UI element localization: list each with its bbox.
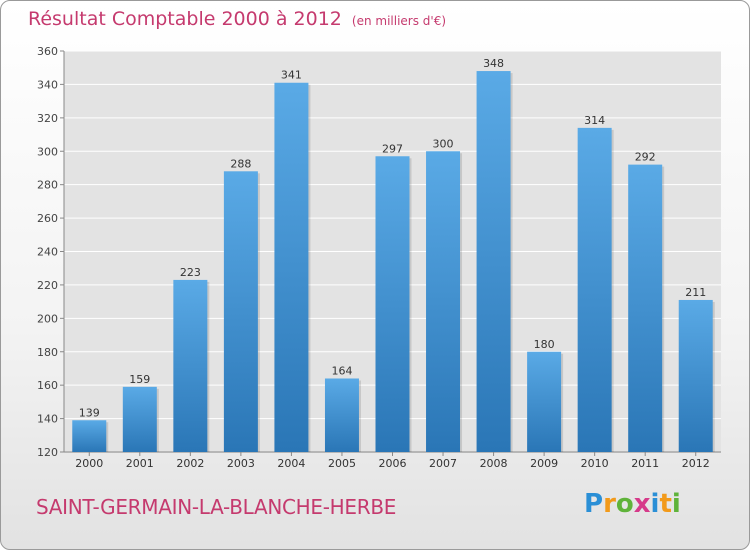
bar: [678, 299, 713, 452]
bar-chart: 120 140 160 180 200 220 240 260 280 300 320 340 360 1…: [37, 45, 721, 470]
logo-letter: P: [584, 489, 604, 519]
x-tick-label: 2003: [227, 457, 255, 470]
bar-value-label: 159: [129, 373, 150, 386]
chart-title-text: Résultat Comptable 2000 à 2012: [28, 8, 342, 30]
logo-letter: x: [633, 489, 651, 519]
logo-letter: i: [671, 489, 681, 519]
bar-value-label: 211: [685, 286, 706, 299]
x-tick-label: 2010: [581, 457, 609, 470]
x-tick-label: 2002: [176, 457, 204, 470]
bar-value-label: 292: [635, 151, 656, 164]
bar-value-label: 288: [230, 157, 251, 170]
bar: [324, 378, 359, 452]
x-tick-label: 2009: [530, 457, 558, 470]
bar: [274, 82, 309, 452]
bar-value-label: 300: [433, 137, 454, 150]
bar-value-label: 139: [79, 406, 100, 419]
x-tick-label: 2007: [429, 457, 457, 470]
bar-value-label: 314: [584, 114, 605, 127]
chart-title: Résultat Comptable 2000 à 2012 (en millie…: [28, 8, 446, 30]
proxiti-logo: Proxiti: [584, 489, 681, 519]
bar: [527, 351, 562, 452]
y-tick-label: 120: [37, 446, 58, 459]
chart-subtitle: (en milliers d'€): [351, 14, 447, 28]
bar-value-label: 297: [382, 142, 403, 155]
bar: [628, 164, 663, 452]
x-tick-label: 2012: [682, 457, 710, 470]
bar: [223, 171, 258, 453]
y-tick-label: 320: [37, 112, 58, 125]
x-tick-label: 2004: [277, 457, 305, 470]
y-tick-label: 340: [37, 78, 58, 91]
y-tick-label: 180: [37, 346, 58, 359]
bar: [122, 386, 157, 452]
x-tick-label: 2006: [379, 457, 407, 470]
bar-value-label: 180: [534, 338, 555, 351]
bar: [375, 156, 410, 452]
bar: [173, 279, 208, 452]
y-tick-label: 300: [37, 145, 58, 158]
y-tick-label: 220: [37, 279, 58, 292]
bar: [577, 127, 612, 452]
logo-letter: r: [603, 489, 616, 519]
x-tick-label: 2011: [631, 457, 659, 470]
x-tick-label: 2000: [75, 457, 103, 470]
y-tick-label: 200: [37, 312, 58, 325]
y-tick-label: 280: [37, 179, 58, 192]
y-tick-label: 140: [37, 413, 58, 426]
y-tick-label: 260: [37, 212, 58, 225]
x-tick-label: 2008: [480, 457, 508, 470]
bar: [426, 151, 461, 452]
y-tick-label: 160: [37, 379, 58, 392]
bar: [72, 420, 107, 452]
bar-value-label: 348: [483, 57, 504, 70]
bar-value-label: 341: [281, 69, 302, 82]
y-tick-label: 360: [37, 45, 58, 58]
bar: [476, 71, 511, 453]
logo-letter: o: [615, 489, 634, 519]
x-tick-label: 2005: [328, 457, 356, 470]
x-tick-label: 2001: [126, 457, 154, 470]
y-tick-label: 240: [37, 246, 58, 259]
bar-value-label: 223: [180, 266, 201, 279]
commune-name: SAINT-GERMAIN-LA-BLANCHE-HERBE: [36, 495, 397, 519]
logo-letter: t: [659, 489, 672, 519]
logo-letter: i: [650, 489, 660, 519]
bar-value-label: 164: [331, 364, 352, 377]
